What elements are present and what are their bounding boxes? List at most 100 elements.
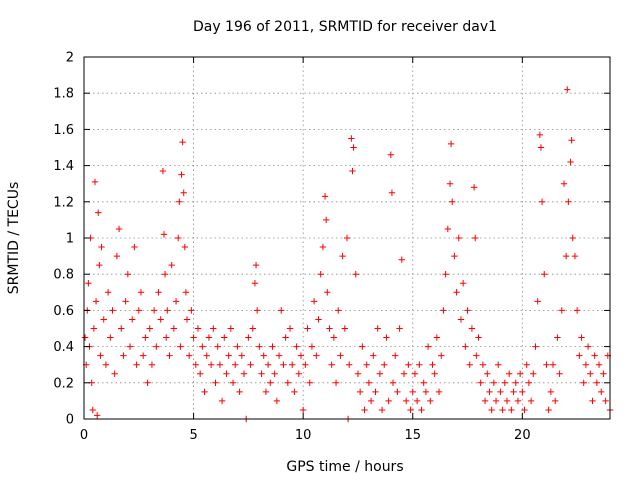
data-point: [262, 388, 270, 396]
data-point: [385, 397, 392, 405]
data-point: [383, 334, 390, 341]
data-point: [162, 334, 170, 341]
data-point: [210, 325, 217, 332]
data-point: [475, 334, 482, 341]
data-point: [212, 379, 219, 386]
data-point: [207, 361, 215, 368]
data-point: [317, 271, 324, 278]
data-point: [179, 138, 186, 146]
data-point: [396, 325, 403, 332]
data-point: [264, 361, 272, 368]
data-point: [576, 352, 583, 359]
data-points: [81, 86, 614, 423]
chart-title: Day 196 of 2011, SRMTID for receiver dav…: [193, 19, 497, 35]
data-point: [413, 397, 421, 405]
data-point: [332, 379, 340, 386]
data-point: [547, 388, 555, 396]
data-point: [466, 361, 473, 368]
data-point: [349, 167, 356, 175]
data-point: [225, 352, 232, 359]
data-point: [519, 388, 526, 396]
data-point: [459, 280, 467, 287]
data-point: [284, 379, 292, 386]
data-point: [201, 388, 208, 396]
data-point: [591, 352, 598, 359]
data-point: [302, 361, 309, 368]
data-point: [192, 361, 199, 368]
data-point: [157, 316, 164, 323]
data-point: [567, 158, 574, 166]
data-point: [335, 307, 342, 314]
data-point: [486, 388, 493, 396]
data-point: [484, 370, 491, 377]
data-point: [510, 388, 517, 396]
data-point: [545, 406, 552, 414]
data-point: [462, 343, 469, 350]
data-point: [178, 171, 185, 178]
data-point: [556, 370, 563, 377]
data-point: [161, 271, 169, 278]
data-point: [160, 231, 168, 238]
data-point: [113, 252, 121, 260]
data-point: [280, 361, 287, 368]
data-point: [363, 361, 370, 368]
data-point: [536, 131, 544, 139]
data-point: [293, 343, 300, 350]
data-point: [429, 361, 436, 368]
x-tick-label: 5: [189, 428, 197, 443]
data-point: [260, 352, 267, 359]
data-point: [240, 370, 248, 377]
data-point: [400, 370, 408, 377]
data-point: [92, 298, 100, 305]
data-point: [139, 352, 147, 359]
y-tick-label: 0: [66, 413, 74, 428]
data-point: [286, 325, 294, 332]
data-point: [424, 343, 432, 350]
data-point: [218, 397, 226, 405]
data-point: [527, 397, 535, 405]
data-point: [505, 370, 513, 377]
data-point: [409, 388, 416, 396]
data-point: [221, 334, 228, 341]
data-point: [313, 352, 320, 359]
data-point: [582, 361, 590, 368]
data-point: [587, 370, 594, 377]
data-point: [256, 343, 263, 350]
data-point: [203, 352, 210, 359]
data-point: [435, 388, 443, 396]
data-point: [589, 397, 596, 405]
data-point: [543, 361, 550, 368]
data-point: [339, 252, 346, 260]
data-point: [350, 144, 357, 151]
data-point: [321, 193, 329, 200]
data-point: [115, 225, 123, 233]
data-point: [453, 289, 460, 296]
data-point: [199, 343, 206, 350]
data-point: [593, 379, 601, 386]
data-point: [245, 334, 252, 341]
data-point: [345, 361, 353, 368]
data-point: [372, 388, 379, 396]
data-point: [464, 307, 471, 314]
data-point: [442, 271, 449, 278]
y-tick-label: 0.8: [53, 268, 74, 283]
data-point: [227, 325, 235, 332]
data-point: [481, 397, 489, 405]
data-point: [299, 406, 307, 414]
data-point: [600, 370, 607, 377]
data-point: [538, 198, 546, 205]
data-point: [562, 252, 570, 260]
data-point: [131, 243, 138, 251]
data-point: [492, 397, 500, 405]
data-point: [392, 352, 399, 359]
data-point: [512, 379, 519, 386]
data-point: [111, 370, 118, 377]
data-point: [190, 334, 197, 341]
y-tick-label: 0.4: [53, 340, 74, 355]
data-point: [253, 307, 261, 314]
data-point: [499, 406, 506, 414]
data-point: [354, 370, 362, 377]
data-point: [578, 334, 585, 341]
data-point: [365, 379, 373, 386]
y-axis-label: SRMTID / TECUs: [6, 182, 22, 295]
